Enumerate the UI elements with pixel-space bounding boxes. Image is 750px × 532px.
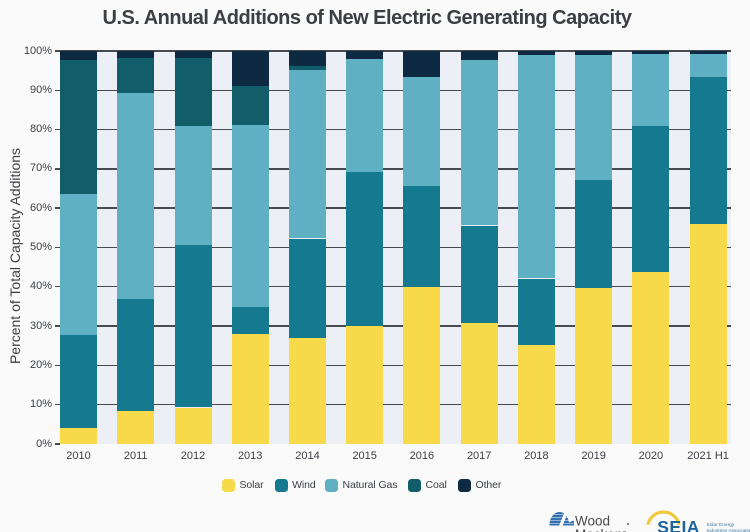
svg-text:Wood: Wood xyxy=(575,513,610,528)
svg-text:Solar Energy: Solar Energy xyxy=(707,522,735,528)
svg-text:Industries Association: Industries Association xyxy=(707,528,750,532)
svg-text:SEIA: SEIA xyxy=(657,517,699,532)
svg-text:Mackenzie: Mackenzie xyxy=(575,527,626,532)
